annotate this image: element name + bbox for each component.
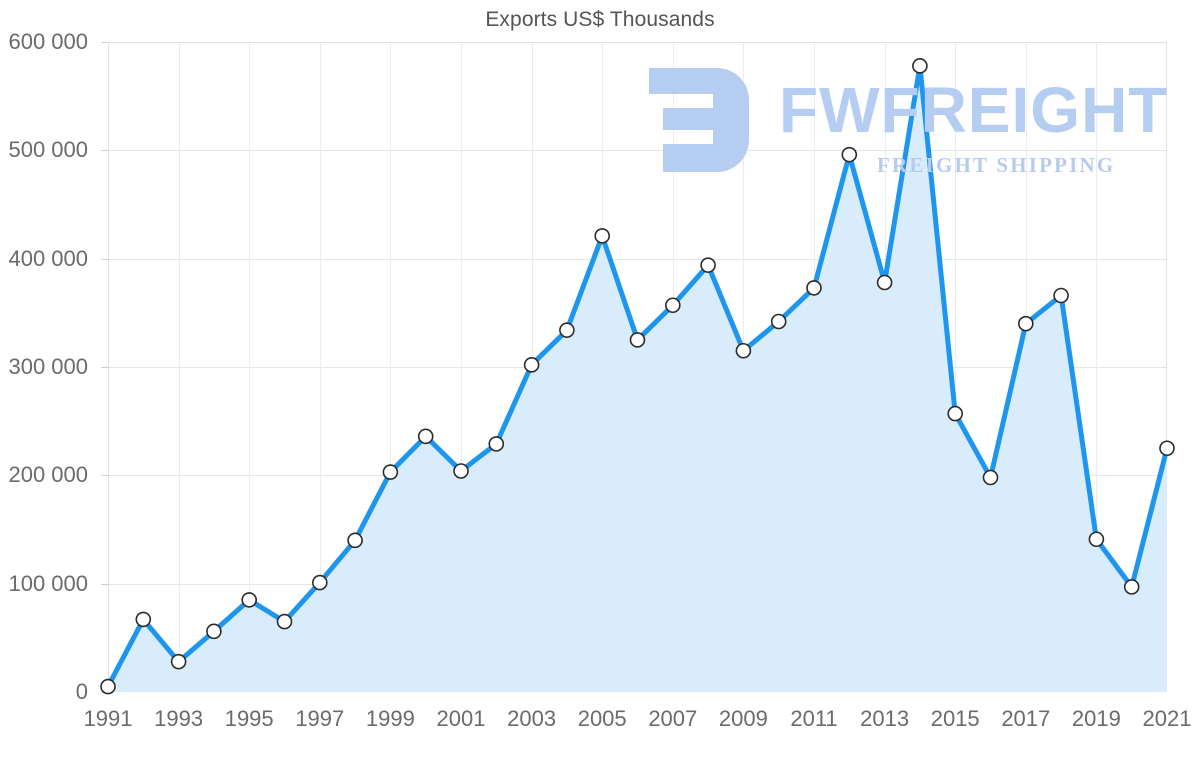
data-point-marker[interactable] [982,469,999,486]
x-axis-tick-label: 1997 [295,706,345,731]
gridline-vertical [319,42,321,692]
x-axis-tick-label: 2013 [860,706,910,731]
plot-area [100,42,1175,695]
x-axis-tick-label: 2021 [1142,706,1192,731]
x-axis-tick-label: 2019 [1071,706,1121,731]
y-axis-tick-mark [101,150,108,152]
data-point-marker[interactable] [700,257,716,273]
data-point-marker[interactable] [735,342,752,359]
data-point-marker[interactable] [312,574,328,591]
data-point-marker[interactable] [841,146,858,163]
chart-title: Exports US$ Thousands [485,8,715,31]
gridline-vertical [1096,42,1098,692]
data-point-marker[interactable] [1053,287,1069,304]
y-axis-tick-label: 100 000 [8,570,88,596]
data-point-marker[interactable] [347,532,363,549]
gridline-vertical [178,42,180,692]
exports-area-series [100,58,1175,695]
data-point-marker[interactable] [417,428,434,445]
data-point-marker[interactable] [947,405,964,422]
data-point-marker[interactable] [453,463,469,479]
data-point-marker[interactable] [170,653,187,670]
gridline-horizontal [108,258,1167,260]
data-point-marker[interactable] [382,464,399,480]
x-axis-tick-label: 2007 [648,706,698,731]
data-point-marker[interactable] [806,280,822,296]
x-axis-tick-label: 2005 [577,706,627,731]
gridline-vertical [249,42,251,692]
data-point-marker[interactable] [1159,440,1175,457]
data-point-marker[interactable] [912,58,928,74]
gridline-vertical [390,42,392,692]
data-point-marker[interactable] [1088,531,1105,548]
data-point-marker[interactable] [276,613,293,630]
y-axis-tick-label: 600 000 [8,29,88,54]
data-point-marker[interactable] [594,228,611,244]
series-area-fill [108,65,1167,693]
y-axis-tick-mark [101,583,108,585]
data-point-marker[interactable] [559,322,575,338]
x-axis-tick-label: 2003 [507,706,557,731]
data-point-marker[interactable] [1017,315,1034,332]
data-point-marker[interactable] [135,611,152,628]
data-point-marker[interactable] [770,313,787,330]
x-axis-tick-label: 2001 [436,706,486,731]
x-axis-tick-label: 2017 [1001,706,1051,731]
data-point-marker[interactable] [1123,579,1140,595]
x-axis-tick-label: 2009 [718,706,768,731]
x-axis-tick-label: 2011 [790,706,838,731]
gridline-vertical [955,42,957,692]
y-axis-tick-label: 400 000 [8,245,88,271]
data-point-marker[interactable] [100,678,116,695]
gridline-vertical [461,42,462,692]
data-point-marker[interactable] [241,592,257,608]
data-point-marker[interactable] [876,274,893,291]
x-axis-tick-label: 2015 [930,706,980,731]
data-point-marker[interactable] [664,297,681,314]
y-axis-tick-label: 500 000 [8,137,88,163]
data-point-marker[interactable] [523,357,540,373]
y-axis-tick-label: 200 000 [8,462,88,488]
y-axis-tick-mark [101,42,108,43]
y-axis-tick-mark [101,258,108,260]
gridline-horizontal [108,150,1167,152]
data-point-marker[interactable] [488,436,505,452]
y-axis-tick-mark [101,475,108,477]
x-axis-tick-label: 1999 [365,706,415,731]
y-axis-tick-mark [101,367,108,368]
y-axis-tick-label: 0 [75,679,88,704]
x-axis-tick-label: 1993 [154,706,204,731]
x-axis-tick-label: 1991 [83,706,133,731]
x-axis-tick-label: 1995 [224,706,274,731]
y-axis-tick-label: 300 000 [8,354,88,379]
data-point-marker[interactable] [206,623,222,640]
data-point-marker[interactable] [629,332,646,348]
